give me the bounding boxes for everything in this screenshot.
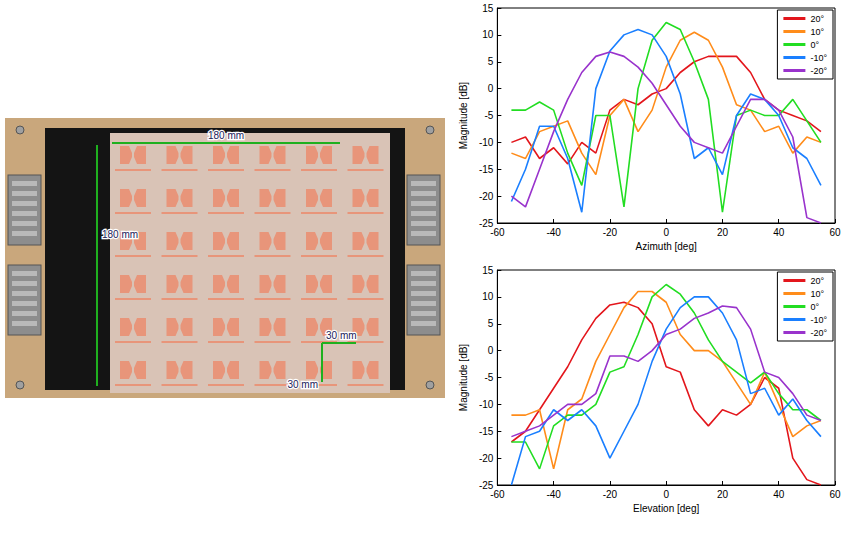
svg-text:-40: -40 (546, 489, 561, 500)
svg-text:-15: -15 (479, 164, 494, 175)
svg-text:Magnitude [dB]: Magnitude [dB] (458, 344, 469, 411)
svg-text:5: 5 (488, 56, 494, 67)
svg-text:20°: 20° (810, 276, 824, 286)
svg-text:10°: 10° (810, 289, 824, 299)
svg-text:10: 10 (482, 291, 494, 302)
svg-text:-20: -20 (479, 453, 494, 464)
svg-text:10: 10 (482, 29, 494, 40)
svg-text:-10: -10 (479, 137, 494, 148)
svg-text:-20: -20 (603, 227, 618, 238)
svg-text:-40: -40 (546, 227, 561, 238)
svg-text:15: 15 (482, 265, 494, 276)
svg-text:180 mm: 180 mm (208, 130, 244, 141)
svg-text:-20°: -20° (810, 328, 827, 338)
svg-text:60: 60 (829, 227, 841, 238)
svg-text:10°: 10° (810, 27, 824, 37)
svg-text:0: 0 (488, 83, 494, 94)
svg-text:-15: -15 (479, 426, 494, 437)
svg-text:-20: -20 (603, 489, 618, 500)
svg-text:0: 0 (488, 345, 494, 356)
svg-text:-20°: -20° (810, 66, 827, 76)
svg-text:0: 0 (663, 227, 669, 238)
svg-text:60: 60 (829, 489, 841, 500)
svg-text:-10°: -10° (810, 53, 827, 63)
svg-text:Elevation [deg]: Elevation [deg] (633, 503, 699, 514)
svg-text:-25: -25 (478, 479, 494, 491)
svg-text:-10°: -10° (810, 315, 827, 325)
svg-text:Azimuth [deg]: Azimuth [deg] (636, 241, 697, 252)
svg-text:180 mm: 180 mm (102, 229, 138, 240)
svg-text:-20: -20 (479, 191, 494, 202)
svg-text:15: 15 (482, 3, 494, 14)
svg-text:-5: -5 (484, 110, 493, 121)
svg-text:-60: -60 (490, 489, 505, 500)
svg-text:20: 20 (717, 489, 729, 500)
svg-text:0°: 0° (810, 40, 819, 50)
svg-text:-60: -60 (490, 227, 505, 238)
svg-text:20: 20 (717, 227, 729, 238)
svg-text:0: 0 (663, 489, 669, 500)
svg-text:30 mm: 30 mm (287, 379, 318, 390)
svg-text:-5: -5 (484, 372, 493, 383)
svg-text:-10: -10 (479, 399, 494, 410)
svg-text:0°: 0° (810, 302, 819, 312)
svg-text:-25: -25 (478, 217, 494, 229)
svg-text:Magnitude [dB]: Magnitude [dB] (458, 82, 469, 149)
svg-text:40: 40 (773, 227, 785, 238)
svg-text:40: 40 (773, 489, 785, 500)
svg-text:30 mm: 30 mm (326, 330, 357, 341)
svg-text:20°: 20° (810, 14, 824, 24)
svg-text:5: 5 (488, 318, 494, 329)
